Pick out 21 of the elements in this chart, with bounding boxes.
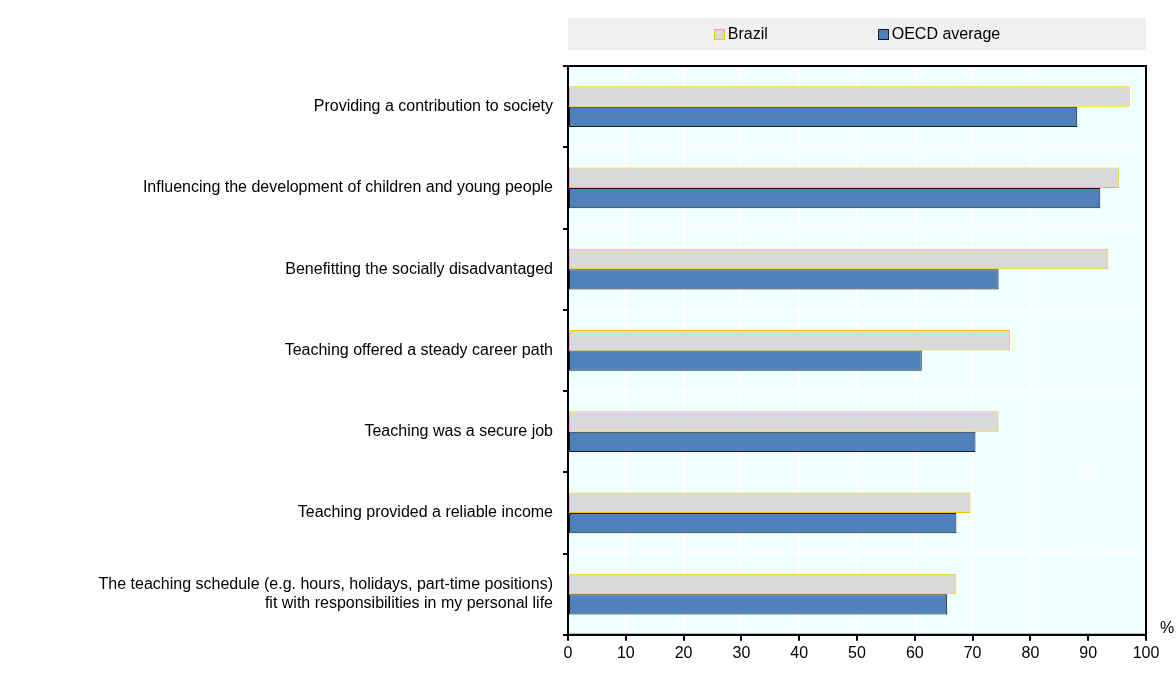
y-tick-label: Teaching offered a steady career path <box>284 340 553 358</box>
y-tick-label: Influencing the development of children and young people <box>142 178 554 196</box>
x-tick-label: 10 <box>616 643 635 661</box>
y-tick-label: Benefitting the socially disadvantaged <box>285 259 553 277</box>
y-tick-label: Teaching provided a reliable income <box>297 503 554 521</box>
legend-label: OECD average <box>891 25 1001 43</box>
x-tick-label: 20 <box>674 643 693 661</box>
x-axis-title: % <box>1160 619 1175 637</box>
legend-label: Brazil <box>727 25 768 43</box>
x-tick-label: 70 <box>963 643 982 661</box>
y-tick-label: Providing a contribution to society <box>313 97 553 115</box>
y-tick-label: The teaching schedule (e.g. hours, holidays, part-time positions) fit with responsibilities in my personal life <box>98 574 554 612</box>
x-tick-label: 50 <box>848 643 866 661</box>
x-tick-label: 60 <box>905 643 924 661</box>
x-tick-label: 80 <box>1021 643 1040 661</box>
y-tick-label: Teaching was a secure job <box>364 422 554 440</box>
x-tick-label: 30 <box>732 643 751 661</box>
x-tick-label: 90 <box>1079 643 1098 661</box>
x-tick-label: 0 <box>563 643 573 661</box>
x-tick-label: 100 <box>1132 643 1160 661</box>
x-tick-label: 40 <box>790 643 809 661</box>
